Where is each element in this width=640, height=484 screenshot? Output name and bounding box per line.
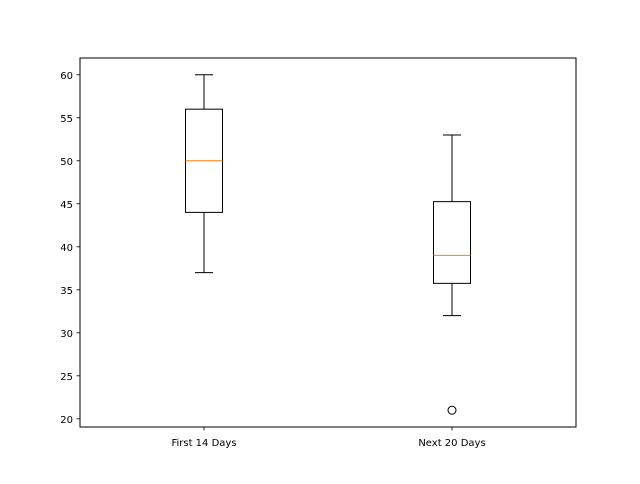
box-plot-series <box>185 74 471 415</box>
axis-ticks: 20 25 30 35 40 45 50 55 60 First 14 Days Next 20 D… <box>60 71 485 449</box>
box-group <box>433 134 471 415</box>
y-tick-label: 55 <box>60 114 73 125</box>
x-tick-label: Next 20 Days <box>418 438 485 449</box>
y-tick-label: 20 <box>60 415 73 426</box>
y-tick-label: 40 <box>60 243 73 254</box>
y-tick-label: 60 <box>60 71 73 82</box>
box-group <box>185 74 223 274</box>
y-tick-label: 50 <box>60 157 73 168</box>
y-tick-label: 45 <box>60 200 73 211</box>
y-tick-label: 25 <box>60 372 73 383</box>
iqr-box <box>433 201 471 284</box>
outlier-point <box>447 405 457 415</box>
x-tick-label: First 14 Days <box>171 438 236 449</box>
y-tick-label: 35 <box>60 286 73 297</box>
y-tick-label: 30 <box>60 329 73 340</box>
axes-frame <box>79 57 577 428</box>
